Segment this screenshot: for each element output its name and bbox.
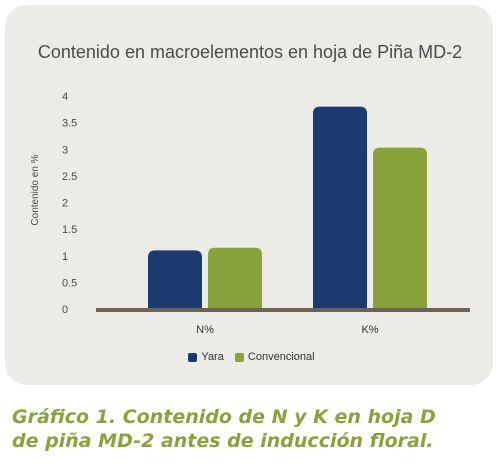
legend-item-yara: Yara	[188, 351, 224, 363]
bar-convencional-n	[208, 247, 262, 309]
y-tick-label: 2.5	[62, 171, 77, 183]
bar-chart: 0 0.5 1 1.5 2 2.5 3 3.5 4 N% K%	[62, 91, 470, 336]
y-tick-label: 1	[62, 251, 68, 263]
legend-swatch-convencional	[234, 352, 244, 362]
y-tick-label: 2	[62, 198, 68, 210]
x-category-label: N%	[196, 324, 214, 336]
y-tick-label: 0.5	[62, 277, 77, 289]
chart-title: Contenido en macroelementos en hoja de P…	[37, 42, 463, 62]
bar-yara-n	[148, 250, 202, 309]
legend: Yara Convencional	[0, 351, 503, 365]
legend-label-convencional: Convencional	[247, 351, 315, 363]
legend-item-convencional: Convencional	[234, 351, 315, 363]
y-tick-label: 1.5	[62, 224, 77, 236]
caption-line-1: Gráfico 1. Contenido de N y K en hoja D	[12, 406, 436, 428]
y-tick-label: 3.5	[62, 118, 77, 130]
y-tick-label: 3	[62, 144, 68, 156]
bar-convencional-k	[373, 147, 427, 309]
x-category-label: K%	[361, 324, 378, 336]
y-tick-label: 4	[62, 91, 68, 103]
legend-label-yara: Yara	[201, 351, 224, 363]
legend-swatch-yara	[188, 352, 198, 362]
y-tick-label: 0	[62, 304, 68, 316]
bar-yara-k	[313, 106, 367, 310]
caption-line-2: de piña MD-2 antes de inducción floral.	[12, 430, 434, 452]
y-axis-label: Contenido en %	[30, 154, 41, 226]
figure-caption: Gráfico 1. Contenido de N y K en hoja D …	[12, 405, 492, 453]
